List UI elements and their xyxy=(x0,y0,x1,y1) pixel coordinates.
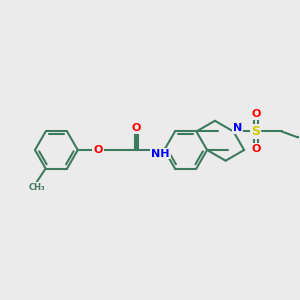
Text: CH₃: CH₃ xyxy=(28,183,45,192)
Text: O: O xyxy=(93,145,103,155)
Text: O: O xyxy=(131,123,141,133)
Text: O: O xyxy=(251,144,260,154)
Text: N: N xyxy=(233,124,242,134)
Text: NH: NH xyxy=(151,148,170,159)
Text: S: S xyxy=(251,125,260,138)
Text: O: O xyxy=(251,109,260,119)
